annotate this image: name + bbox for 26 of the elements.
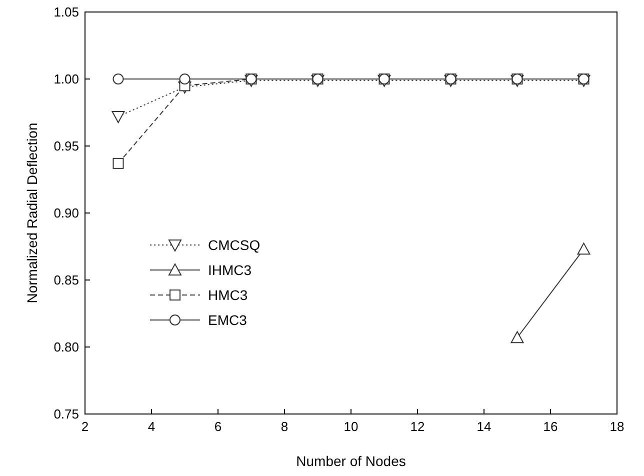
y-axis-title: Normalized Radial Deflection [24, 122, 40, 304]
legend-label: IHMC3 [208, 262, 252, 278]
x-tick-label: 16 [543, 419, 558, 434]
y-tick-label: 1.00 [54, 72, 79, 86]
y-tick-label: 0.85 [54, 272, 79, 288]
y-tick-label: 0.80 [54, 340, 79, 354]
y-tick-label: 0.95 [54, 138, 79, 154]
x-tick-label: 8 [280, 419, 288, 434]
y-tick-label: 0.90 [54, 206, 79, 220]
y-tick-label: 0.75 [54, 406, 79, 422]
legend-label: HMC3 [208, 287, 248, 303]
point [112, 74, 124, 84]
point [112, 111, 125, 124]
x-tick-label: 4 [148, 419, 156, 434]
point [112, 158, 124, 169]
x-tick-label: 12 [410, 419, 425, 434]
legend-label: EMC3 [208, 312, 248, 328]
legend-label: CMCSQ [208, 237, 260, 253]
point [179, 74, 190, 84]
y-tick-label: 1.05 [54, 4, 79, 20]
x-tick-label: 6 [214, 419, 222, 434]
x-tick-label: 14 [476, 419, 492, 434]
x-tick-label: 2 [81, 419, 89, 434]
x-tick-label: 10 [344, 419, 358, 434]
x-axis-title: Number of Nodes [296, 453, 406, 469]
x-tick-label: 18 [610, 419, 624, 434]
